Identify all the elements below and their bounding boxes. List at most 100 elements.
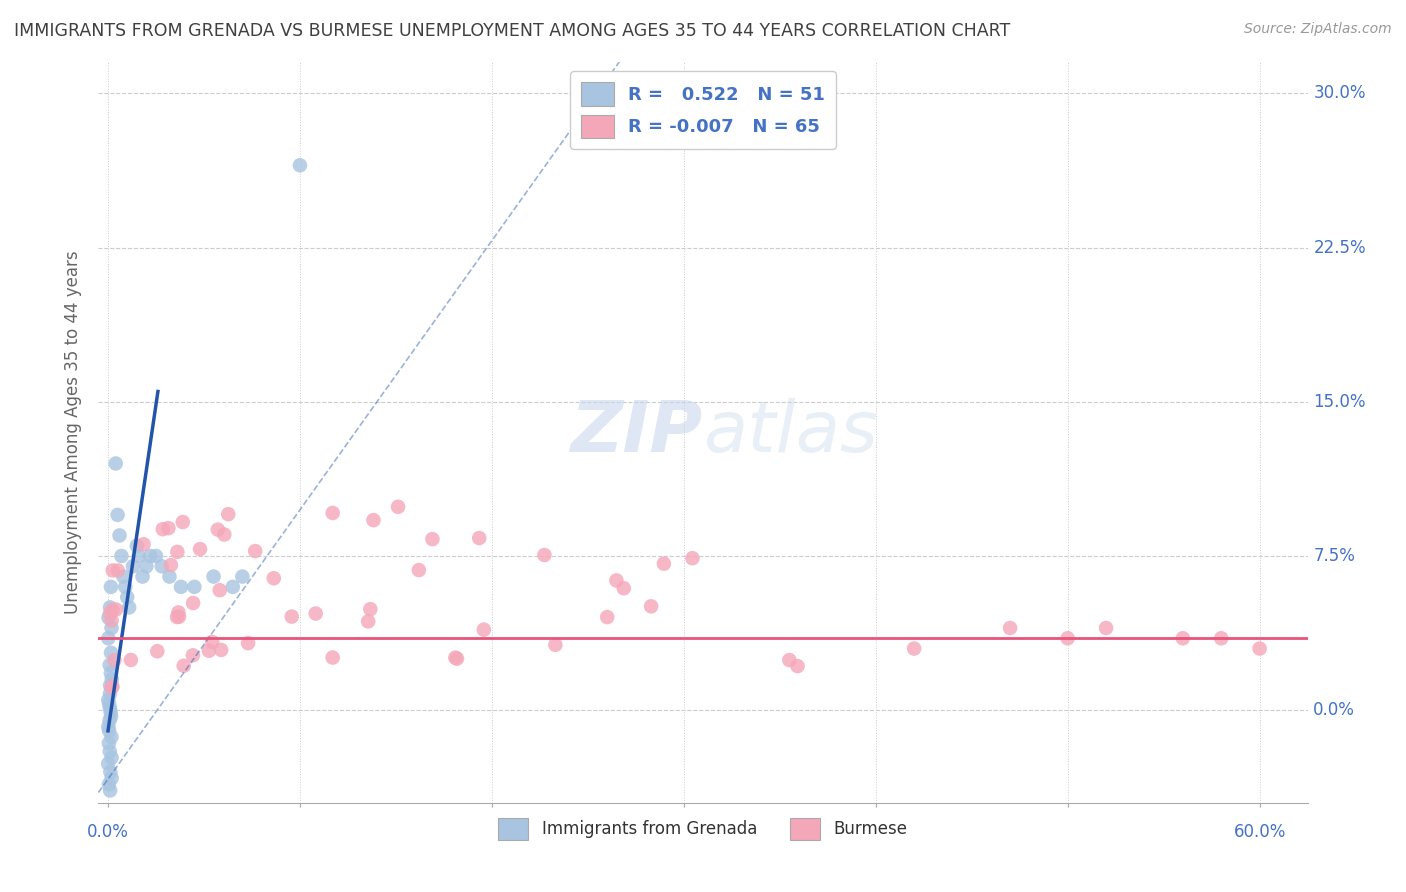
Point [139,549,162,563]
Point [131,569,153,583]
Point [1095,621,1118,635]
Point [217,507,239,521]
Point [214,527,236,541]
Point [170,580,193,594]
Point [100,706,122,720]
Point [166,545,188,559]
Point [222,580,245,594]
Point [122,559,145,574]
Point [305,607,328,621]
Point [160,558,183,573]
Point [446,651,468,665]
Point [998,621,1021,635]
Point [115,590,138,604]
Point [114,580,136,594]
Point [1249,641,1271,656]
Point [157,521,180,535]
Point [110,549,132,563]
Point [100,771,122,785]
Legend: Immigrants from Grenada, Burmese: Immigrants from Grenada, Burmese [492,812,914,847]
Point [1211,632,1233,646]
Point [103,653,125,667]
Point [605,574,627,588]
Text: 15.0%: 15.0% [1313,392,1365,411]
Point [359,602,381,616]
Point [263,571,285,585]
Point [188,542,211,557]
Point [172,515,194,529]
Point [97,756,120,771]
Point [243,544,266,558]
Point [120,653,142,667]
Point [97,720,120,734]
Point [786,659,808,673]
Point [98,744,121,758]
Point [146,644,169,658]
Text: 30.0%: 30.0% [1313,84,1365,103]
Point [596,610,619,624]
Point [100,709,122,723]
Point [533,548,555,562]
Point [100,681,122,695]
Point [322,506,344,520]
Point [152,522,174,536]
Point [97,736,120,750]
Point [105,602,128,616]
Point [444,650,467,665]
Point [97,611,120,625]
Point [98,714,121,728]
Point [181,648,204,663]
Point [322,650,344,665]
Point [104,457,127,471]
Point [208,583,231,598]
Point [98,658,121,673]
Point [236,636,259,650]
Point [98,607,121,621]
Point [422,532,444,546]
Point [166,610,188,624]
Point [107,508,129,522]
Point [100,666,122,681]
Point [1171,632,1194,646]
Point [209,643,232,657]
Text: 0.0%: 0.0% [87,823,129,841]
Point [118,600,141,615]
Point [201,635,224,649]
Point [100,730,122,744]
Point [132,537,155,551]
Point [167,606,190,620]
Text: atlas: atlas [703,398,877,467]
Point [101,603,124,617]
Point [288,158,311,172]
Point [100,750,122,764]
Point [468,531,491,545]
Point [101,680,124,694]
Point [472,623,495,637]
Point [150,559,173,574]
Point [778,653,800,667]
Text: IMMIGRANTS FROM GRENADA VS BURMESE UNEMPLOYMENT AMONG AGES 35 TO 44 YEARS CORREL: IMMIGRANTS FROM GRENADA VS BURMESE UNEMP… [14,22,1011,40]
Point [681,551,703,566]
Point [125,539,148,553]
Point [357,615,380,629]
Point [100,614,122,628]
Point [159,569,181,583]
Point [281,609,304,624]
Point [98,723,121,738]
Point [98,764,121,779]
Point [97,693,120,707]
Point [640,599,662,614]
Point [97,777,120,791]
Y-axis label: Unemployment Among Ages 35 to 44 years: Unemployment Among Ages 35 to 44 years [65,251,83,615]
Point [198,644,221,658]
Point [97,632,120,646]
Text: 0.0%: 0.0% [1313,701,1355,719]
Point [100,621,122,635]
Point [98,783,121,797]
Point [408,563,430,577]
Point [181,596,204,610]
Point [100,580,122,594]
Text: 22.5%: 22.5% [1313,238,1367,257]
Point [128,549,150,563]
Point [544,638,567,652]
